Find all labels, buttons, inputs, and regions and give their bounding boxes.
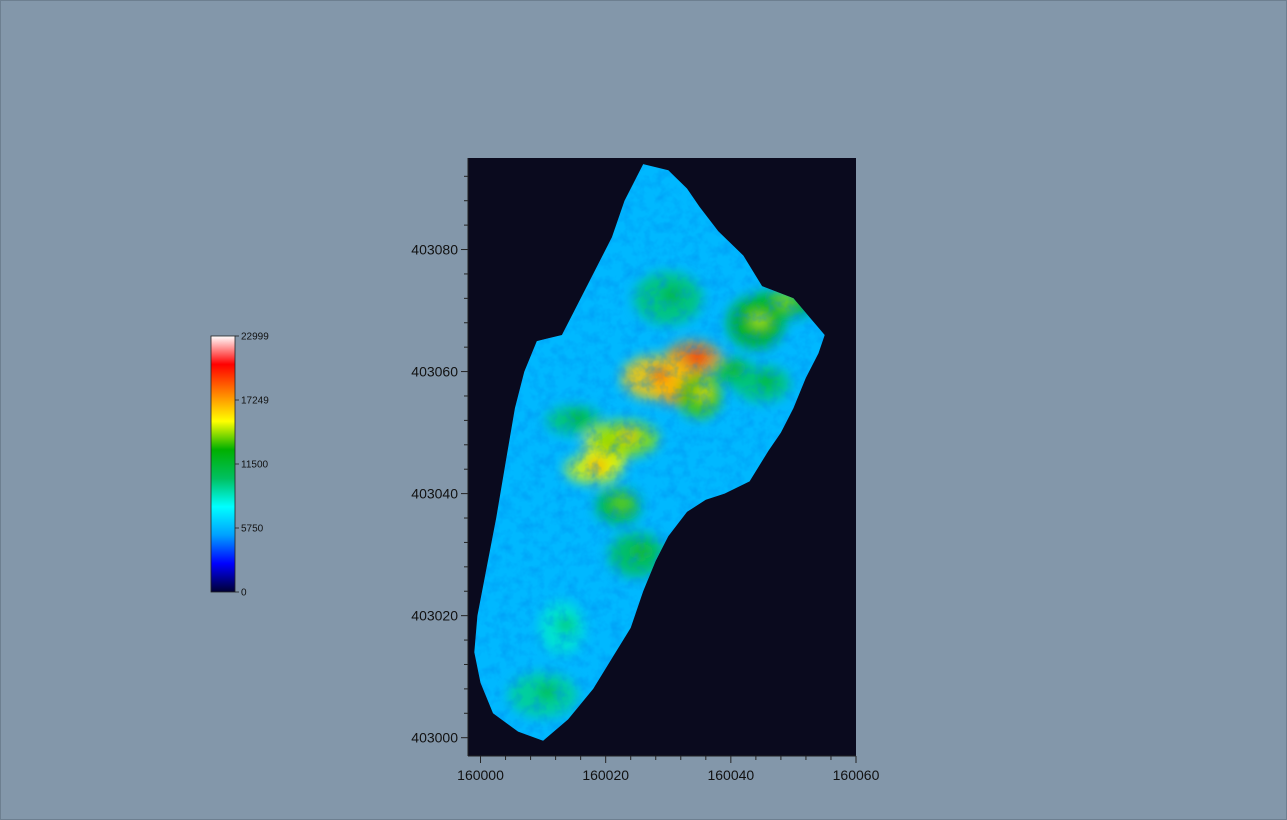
colorbar-tick-label: 11500 (241, 459, 269, 470)
y-tick-label: 403020 (411, 608, 458, 624)
y-axis: 403000 403020 403040 403060 403080 (411, 158, 469, 756)
colorbar (210, 335, 236, 593)
colorbar-legend: 0 5750 11500 17249 22999 (210, 332, 269, 599)
y-tick-label: 403080 (411, 242, 458, 258)
colorbar-ticks: 0 5750 11500 17249 22999 (235, 332, 269, 599)
colorbar-tick-label: 22999 (241, 332, 269, 343)
x-tick-label: 160060 (833, 767, 880, 783)
y-tick-label: 403040 (411, 486, 458, 502)
x-tick-label: 160020 (582, 767, 629, 783)
x-tick-label: 160040 (707, 767, 754, 783)
y-tick-label: 403000 (411, 730, 458, 746)
x-tick-label: 160000 (457, 767, 504, 783)
y-tick-label: 403060 (411, 364, 458, 380)
colorbar-tick-label: 5750 (241, 523, 264, 534)
x-axis: 160000 160020 160040 160060 (457, 755, 880, 783)
colorbar-tick-label: 17249 (241, 396, 269, 407)
colorbar-tick-label: 0 (241, 588, 247, 599)
